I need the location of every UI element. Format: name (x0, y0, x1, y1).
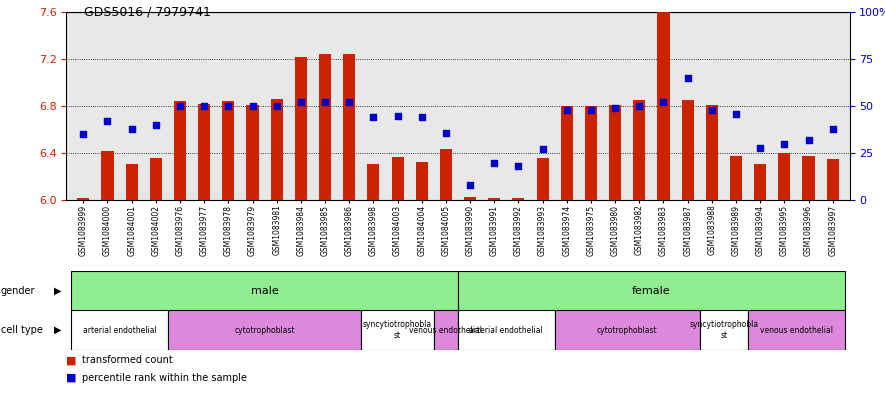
Point (294, 99, 308, 105)
Bar (126, 164, 138, 200)
Point (487, 160, 501, 166)
Bar (168, 310, 361, 350)
Point (245, 103, 259, 109)
Text: gender: gender (1, 286, 35, 296)
Bar (71, 271, 458, 310)
Point (729, 110, 743, 117)
Text: transformed count: transformed count (82, 355, 173, 365)
Bar (609, 105, 621, 200)
Point (221, 103, 235, 109)
Bar (174, 101, 186, 200)
Point (173, 103, 187, 109)
Bar (458, 271, 845, 310)
Point (100, 118, 114, 124)
Text: ▶: ▶ (55, 325, 62, 335)
Text: percentile rank within the sample: percentile rank within the sample (82, 373, 247, 383)
Bar (748, 310, 845, 350)
Point (681, 75, 695, 81)
Point (366, 114, 381, 121)
Point (632, 103, 646, 109)
Bar (585, 106, 597, 200)
Point (559, 107, 573, 113)
Text: ▶: ▶ (55, 286, 62, 296)
Bar (77, 198, 89, 200)
Bar (489, 198, 500, 200)
Point (197, 103, 212, 109)
Point (342, 99, 357, 105)
Text: arterial endothelial: arterial endothelial (82, 326, 157, 334)
Text: venous endothelial: venous endothelial (410, 326, 482, 334)
Point (535, 146, 550, 152)
Bar (827, 159, 839, 200)
Point (512, 163, 526, 170)
Point (149, 122, 163, 128)
Bar (700, 310, 748, 350)
Point (125, 126, 139, 132)
Point (777, 141, 791, 147)
Text: cytotrophoblast: cytotrophoblast (235, 326, 295, 334)
Bar (730, 156, 742, 200)
Point (463, 182, 477, 189)
Point (753, 145, 767, 151)
Bar (754, 164, 766, 200)
Bar (102, 151, 113, 200)
Text: GDS5016 / 7979741: GDS5016 / 7979741 (84, 6, 211, 19)
Text: arterial endothelial: arterial endothelial (469, 326, 543, 334)
Text: cell type: cell type (1, 325, 42, 335)
Text: female: female (632, 286, 671, 296)
Bar (705, 105, 718, 200)
Bar (416, 162, 427, 200)
Text: ■: ■ (66, 373, 77, 383)
Bar (319, 54, 331, 200)
Bar (536, 158, 549, 200)
Bar (343, 54, 355, 200)
Bar (803, 156, 814, 200)
Bar (464, 197, 476, 200)
Bar (222, 101, 235, 200)
Bar (198, 104, 211, 200)
Point (415, 114, 429, 121)
Bar (434, 310, 458, 350)
Text: ■: ■ (66, 355, 77, 365)
Bar (512, 198, 525, 200)
Bar (71, 310, 168, 350)
Bar (778, 153, 790, 200)
Point (270, 103, 284, 109)
Text: syncytiotrophobla
st: syncytiotrophobla st (689, 320, 758, 340)
Bar (367, 164, 380, 200)
Point (76, 131, 90, 138)
Bar (271, 99, 282, 200)
Text: syncytiotrophobla
st: syncytiotrophobla st (363, 320, 432, 340)
Point (704, 107, 719, 113)
Point (584, 107, 598, 113)
Bar (440, 149, 452, 200)
Point (802, 137, 816, 143)
Bar (634, 100, 645, 200)
Text: cytotrophoblast: cytotrophoblast (596, 326, 658, 334)
Point (318, 99, 332, 105)
Bar (246, 105, 258, 200)
Text: venous endothelial: venous endothelial (760, 326, 833, 334)
Point (826, 126, 840, 132)
Point (657, 99, 671, 105)
Bar (295, 57, 307, 200)
Bar (391, 157, 404, 200)
Bar (555, 310, 700, 350)
Point (439, 129, 453, 136)
Bar (361, 310, 434, 350)
Bar (458, 310, 555, 350)
Bar (150, 158, 162, 200)
Text: male: male (250, 286, 279, 296)
Bar (561, 106, 573, 200)
Bar (681, 100, 694, 200)
Bar (658, 12, 670, 200)
Point (608, 105, 622, 111)
Point (390, 112, 404, 119)
